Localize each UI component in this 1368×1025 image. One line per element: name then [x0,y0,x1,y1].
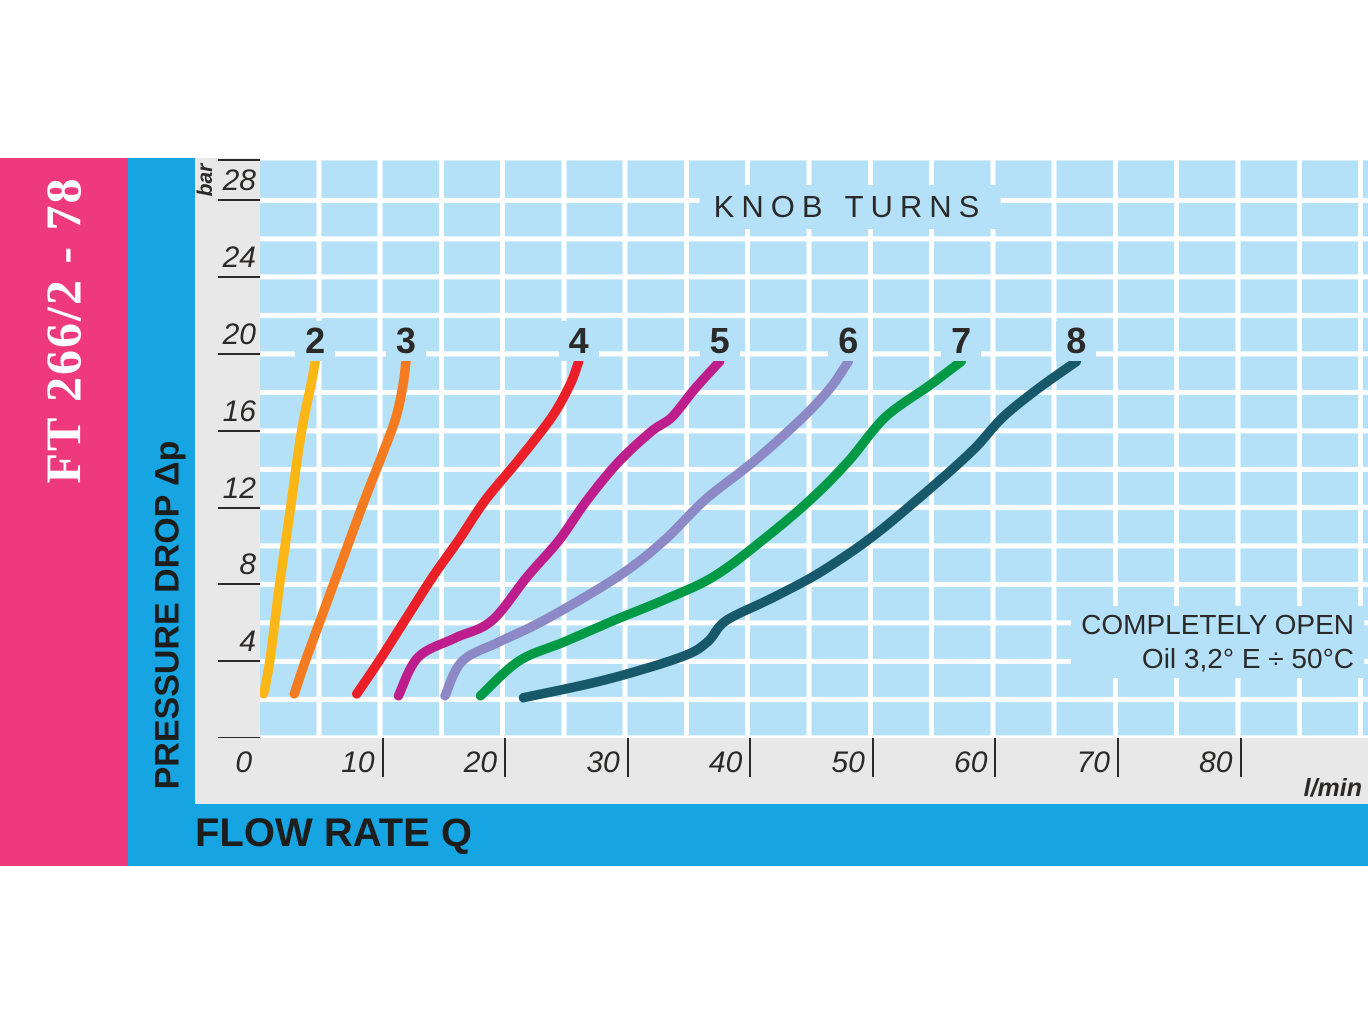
x-tick-50 [871,738,874,777]
x-tick-10 [381,738,384,777]
y-axis-title-band: PRESSURE DROP Δp [128,158,195,866]
y-tick-8 [218,583,260,586]
y-tick-12 [218,506,260,509]
model-code-label: FT 266/2 - 78 [35,176,91,484]
y-tick-label-16: 16 [222,394,256,428]
x-tick-40 [749,738,752,777]
model-banner: FT 266/2 - 78 [0,158,128,866]
curve-label-2: 2 [295,320,336,361]
y-tick-label-24: 24 [222,241,256,275]
x-tick-20 [504,738,507,777]
x-tick-label-20: 20 [463,746,498,779]
curve-7-turns [475,356,966,701]
y-tick-24 [218,276,260,279]
y-tick-4 [218,660,260,663]
y-tick-label-20: 20 [222,317,256,351]
x-axis-unit-label: l/min [1303,774,1362,802]
curve-label-5: 5 [699,320,740,361]
curve-label-6: 6 [828,320,869,361]
x-tick-label-80: 80 [1199,746,1233,779]
curve-label-4: 4 [558,320,599,361]
curve-3-turns [289,356,411,699]
chart-title: KNOB TURNS [699,185,1001,229]
y-tick-label-8: 8 [239,548,256,582]
y-tick-20 [218,352,260,355]
curve-8-turns [518,356,1082,703]
x-axis-title: FLOW RATE Q [195,811,472,855]
y-tick-top [218,158,260,161]
curve-6-turns [440,356,854,701]
annotation-block: COMPLETELY OPEN Oil 3,2° E ÷ 50°C [1071,606,1364,678]
y-tick-28 [218,199,260,202]
x-tick-80 [1239,738,1242,777]
x-tick-label-0: 0 [235,746,252,779]
y-tick-label-28: 28 [222,164,256,198]
curves-canvas [260,356,1082,703]
y-tick-16 [218,429,260,432]
plot-area: KNOB TURNS COMPLETELY OPEN Oil 3,2° E ÷ … [260,158,1368,738]
y-tick-label-4: 4 [239,625,256,659]
x-tick-label-60: 60 [954,746,988,779]
annotation-line1: COMPLETELY OPEN [1081,609,1354,640]
x-tick-label-30: 30 [586,746,620,779]
y-axis-title: PRESSURE DROP Δp [148,440,187,790]
x-tick-30 [626,738,629,777]
x-tick-label-70: 70 [1076,746,1110,779]
x-tick-60 [994,738,997,777]
curve-2-turns [260,356,320,699]
x-tick-70 [1117,738,1119,777]
x-tick-label-10: 10 [341,746,375,779]
x-tick-label-40: 40 [708,746,743,779]
x-axis-title-band: FLOW RATE Q [128,804,1368,866]
y-tick-label-12: 12 [222,471,256,505]
curve-label-3: 3 [385,320,426,361]
curve-label-8: 8 [1056,320,1097,361]
curve-4-turns [352,356,584,699]
curve-5-turns [393,356,725,701]
curve-label-7: 7 [941,320,982,361]
annotation-line2: Oil 3,2° E ÷ 50°C [1141,643,1354,674]
x-tick-label-50: 50 [831,746,865,779]
y-axis-scale: bar 2824201612840 [194,158,260,804]
x-axis-scale: l/min 0 10 20 30 40 50 60 70 80 [195,738,1368,804]
